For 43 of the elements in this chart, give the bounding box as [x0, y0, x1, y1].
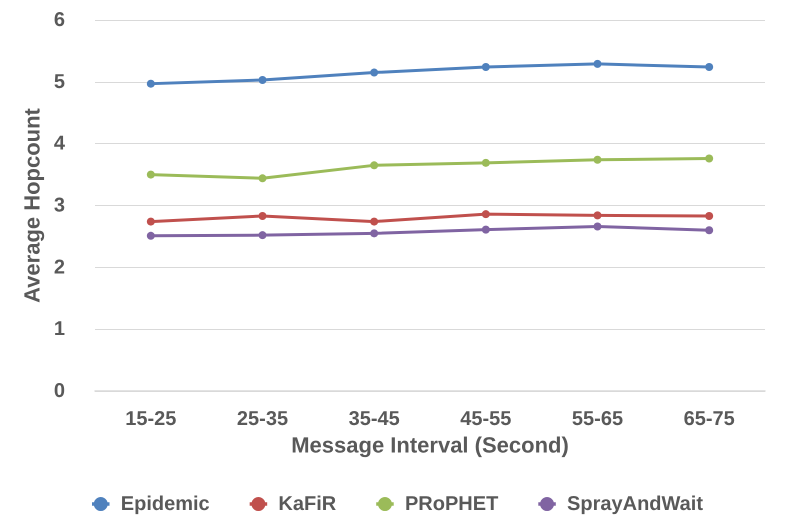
point [370, 68, 378, 77]
x-tick-label: 25-35 [236, 408, 288, 430]
x-tick-label: 45-55 [460, 408, 512, 430]
point [482, 226, 490, 234]
point [482, 158, 490, 167]
point [482, 62, 490, 71]
legend-label: Epidemic [120, 493, 210, 515]
legend-label: PRoPHET [404, 493, 498, 515]
y-tick-label: 5 [54, 70, 65, 93]
point [705, 62, 714, 71]
x-tick-label: 15-25 [125, 408, 176, 430]
y-tick-label: 3 [54, 194, 65, 216]
point [370, 229, 378, 238]
point [594, 222, 602, 231]
x-tick-label: 55-65 [572, 408, 624, 430]
point [258, 76, 266, 84]
x-axis-title: Message Interval (Second) [291, 432, 569, 458]
point [370, 218, 378, 226]
point [594, 156, 602, 164]
point [482, 210, 490, 218]
x-tick-label: 35-45 [348, 408, 400, 430]
point [146, 80, 155, 88]
y-tick-label: 2 [54, 256, 65, 278]
point [146, 218, 155, 226]
point [146, 232, 155, 240]
point [258, 174, 266, 182]
point [370, 161, 378, 170]
point [258, 231, 266, 240]
legend-label: KaFiR [278, 493, 337, 515]
legend-label: SprayAndWait [567, 493, 704, 515]
point [705, 154, 714, 163]
point [705, 226, 714, 234]
y-tick-label: 0 [54, 380, 65, 402]
point [258, 212, 266, 220]
y-tick-label: 4 [54, 132, 66, 155]
x-tick-label: 65-75 [684, 408, 735, 430]
y-axis-title: Average Hopcount [19, 107, 44, 303]
point [594, 211, 602, 220]
point [146, 170, 155, 179]
y-tick-label: 1 [54, 318, 65, 340]
y-tick-label: 6 [54, 9, 65, 31]
point [705, 212, 714, 220]
point [594, 60, 602, 68]
